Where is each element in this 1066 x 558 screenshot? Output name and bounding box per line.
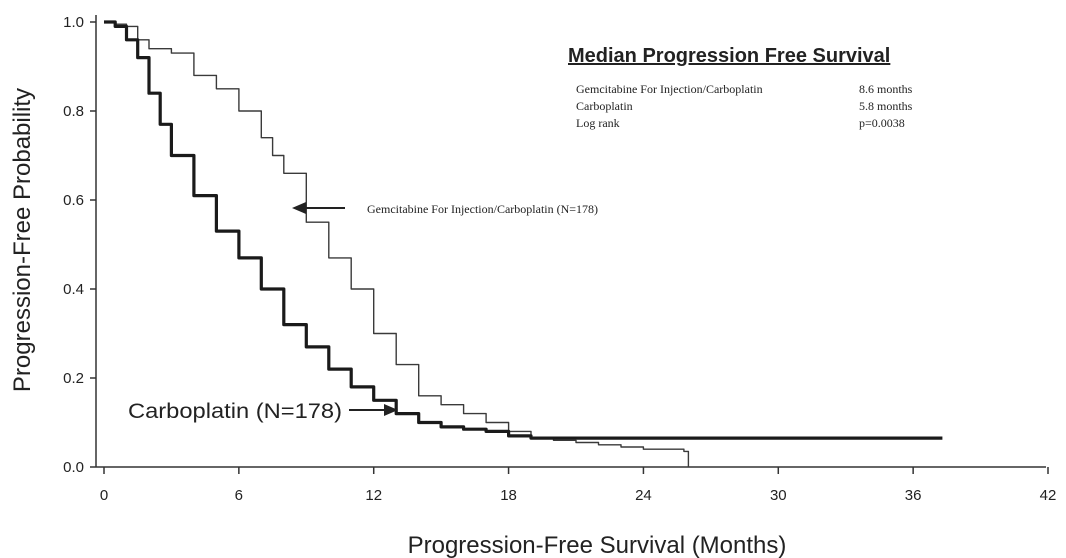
gemcitabine-survival-curve <box>104 21 690 467</box>
carboplatin-survival-curve <box>104 20 943 440</box>
x-tick-label: 6 <box>235 487 243 504</box>
y-tick-label: 0.8 <box>63 103 84 120</box>
y-tick-label: 0.6 <box>63 192 84 209</box>
median-row-value: 5.8 months <box>859 99 913 113</box>
y-tick-label: 1.0 <box>63 14 84 31</box>
series-layer <box>104 20 943 467</box>
x-tick-label: 30 <box>770 487 787 504</box>
x-tick-label: 36 <box>905 487 922 504</box>
x-axis-ticks: 0 6 12 18 24 30 36 42 <box>100 467 1057 504</box>
x-tick-label: 12 <box>365 487 382 504</box>
median-row-label: Carboplatin <box>576 99 633 113</box>
x-tick-label: 42 <box>1040 487 1057 504</box>
median-row-value: p=0.0038 <box>859 116 905 130</box>
x-tick-label: 18 <box>500 487 517 504</box>
arrow-head <box>384 404 398 416</box>
y-axis-label: Progression-Free Probability <box>9 88 36 392</box>
y-tick-label: 0.0 <box>63 459 84 476</box>
carboplatin-annotation: Carboplatin (N=178) <box>128 400 398 423</box>
median-row-label: Log rank <box>576 116 620 130</box>
x-axis-label: Progression-Free Survival (Months) <box>408 532 787 558</box>
carboplatin-label: Carboplatin (N=178) <box>128 400 342 423</box>
median-row-value: 8.6 months <box>859 82 913 96</box>
x-tick-label: 24 <box>635 487 652 504</box>
gemcitabine-annotation: Gemcitabine For Injection/Carboplatin (N… <box>292 202 598 216</box>
y-tick-label: 0.4 <box>63 281 84 298</box>
median-table: Gemcitabine For Injection/Carboplatin 8.… <box>576 82 913 130</box>
median-row-label: Gemcitabine For Injection/Carboplatin <box>576 82 763 96</box>
arrow-head <box>292 202 306 214</box>
y-axis-ticks: 0.0 0.2 0.4 0.6 0.8 1.0 <box>63 14 96 476</box>
median-table-title: Median Progression Free Survival <box>568 45 890 67</box>
x-tick-label: 0 <box>100 487 108 504</box>
gemcitabine-label: Gemcitabine For Injection/Carboplatin (N… <box>367 202 598 216</box>
y-tick-label: 0.2 <box>63 370 84 387</box>
